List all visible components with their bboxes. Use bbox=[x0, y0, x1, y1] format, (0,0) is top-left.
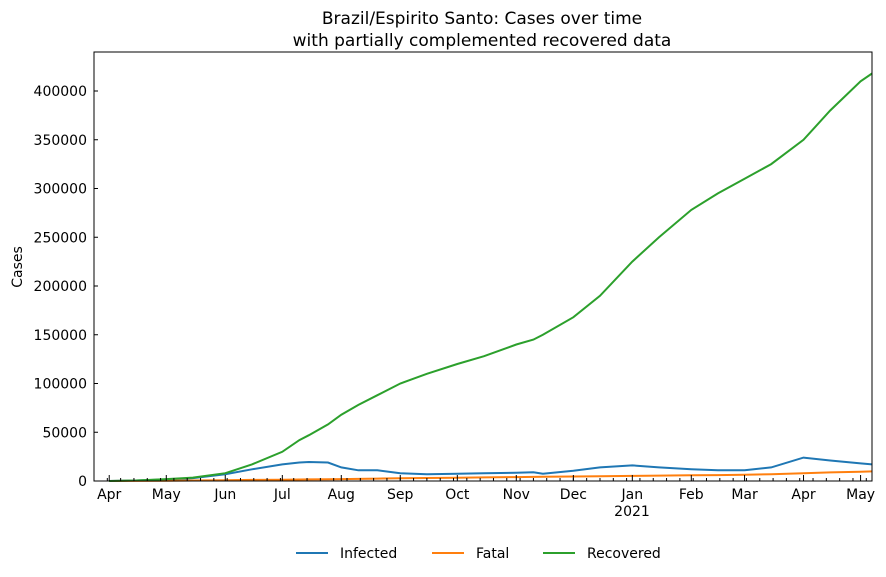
x-tick-label: Feb bbox=[679, 487, 704, 503]
y-tick-label: 0 bbox=[78, 474, 87, 490]
y-tick-label: 100000 bbox=[34, 377, 87, 393]
y-tick-label: 200000 bbox=[34, 279, 87, 295]
chart-title: Brazil/Espirito Santo: Cases over time bbox=[322, 9, 642, 29]
x-tick-label: May bbox=[846, 487, 875, 503]
x-tick-label: Jun bbox=[213, 487, 236, 503]
y-tick-label: 300000 bbox=[34, 182, 87, 198]
y-tick-label: 150000 bbox=[34, 328, 87, 344]
y-tick-label: 250000 bbox=[34, 230, 87, 246]
series-lines bbox=[109, 72, 873, 482]
x-tick-label: Apr bbox=[97, 487, 121, 503]
x-tick-label: Oct bbox=[445, 487, 470, 503]
legend-label-recovered: Recovered bbox=[587, 546, 661, 562]
axis-ticks: 0 50000 100000 150000 200000 250000 300000 3500… bbox=[34, 84, 876, 503]
plot-frame bbox=[93, 51, 873, 482]
x-tick-label: Jul bbox=[273, 487, 291, 503]
x-tick-label: Nov bbox=[503, 487, 530, 503]
x-year-label: 2021 bbox=[614, 504, 650, 520]
y-axis-label: Cases bbox=[10, 246, 26, 288]
x-tick-label: Dec bbox=[560, 487, 587, 503]
y-tick-label: 350000 bbox=[34, 133, 87, 149]
chart-subtitle: with partially complemented recovered da… bbox=[293, 31, 672, 51]
legend-label-fatal: Fatal bbox=[476, 546, 509, 562]
series-line-fatal bbox=[109, 470, 873, 482]
legend-label-infected: Infected bbox=[340, 546, 397, 562]
x-tick-label: Aug bbox=[328, 487, 355, 503]
series-line-infected bbox=[109, 456, 873, 482]
y-tick-label: 400000 bbox=[34, 84, 87, 100]
legend: Infected Fatal Recovered bbox=[296, 546, 661, 562]
x-tick-label: Jan bbox=[621, 487, 644, 503]
y-tick-label: 50000 bbox=[42, 425, 87, 441]
x-tick-label: Mar bbox=[731, 487, 758, 503]
series-line-recovered bbox=[109, 72, 873, 482]
x-tick-label: May bbox=[152, 487, 181, 503]
x-tick-label: Sep bbox=[387, 487, 414, 503]
x-tick-label: Apr bbox=[791, 487, 815, 503]
